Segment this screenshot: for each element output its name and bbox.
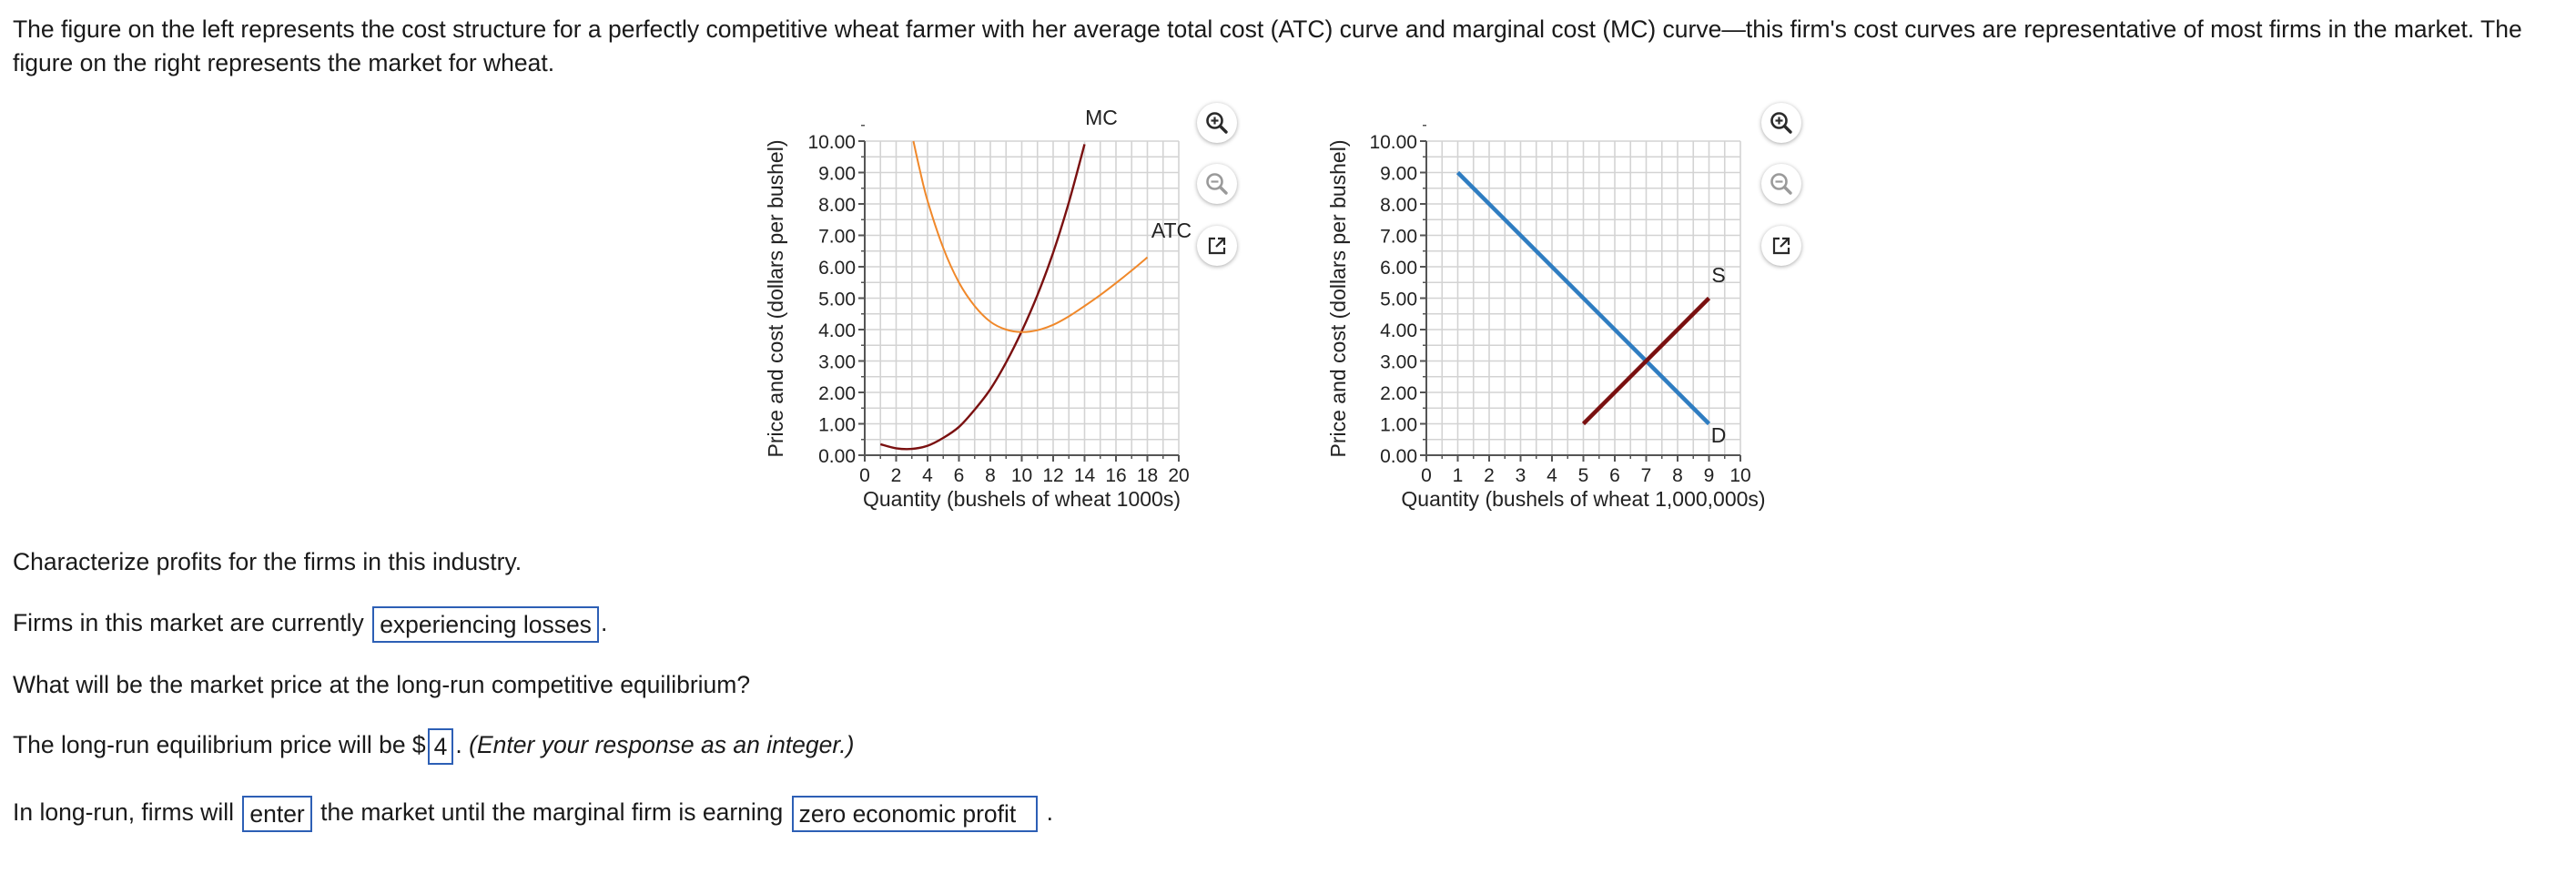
chart2-x-tick-label: 5	[1578, 465, 1589, 486]
zoom-in-button-left[interactable]	[1197, 103, 1237, 143]
long-run-prompt: In long-run, firms will	[13, 798, 234, 826]
chart1-y-tick-label: 10.00	[807, 132, 856, 153]
chart2-x-tick-label: 9	[1704, 465, 1715, 486]
chart2-label-d: D	[1711, 423, 1727, 447]
chart2-y-tick-label: 0.00	[1380, 446, 1417, 467]
entry-answer-box[interactable]: enter	[242, 796, 312, 832]
long-run-period: .	[1046, 798, 1054, 826]
chart1-x-tick-label: 6	[954, 465, 965, 486]
chart1-y-axis-title: Price and cost (dollars per bushel)	[764, 140, 787, 458]
answer-line-profits: Firms in this market are currently exper…	[13, 606, 607, 643]
chart1-series-atc	[912, 140, 1149, 333]
zoom-out-button-left[interactable]	[1197, 164, 1237, 204]
answer-line-price: The long-run equilibrium price will be $…	[13, 728, 854, 765]
price-prompt: The long-run equilibrium price will be $	[13, 731, 426, 758]
popout-icon	[1772, 237, 1790, 255]
popout-icon	[1208, 237, 1226, 255]
chart2-y-tick-label: 5.00	[1380, 290, 1417, 310]
chart2-y-tick-label: 4.00	[1380, 320, 1417, 341]
chart1-y-tick-label: 1.00	[818, 415, 856, 436]
chart1-label-atc: ATC	[1151, 218, 1192, 242]
chart1-y-tick-label: 6.00	[818, 258, 856, 279]
chart2-y-tick-label: 2.00	[1380, 383, 1417, 404]
chart1-y-tick-label: 3.00	[818, 352, 856, 373]
chart1-y-tick-label: 9.00	[818, 164, 856, 185]
chart2-x-tick-label: 8	[1672, 465, 1683, 486]
chart2-x-tick-label: 10	[1729, 465, 1750, 486]
chart2-x-tick-label: 0	[1421, 465, 1432, 486]
zoom-in-icon	[1206, 112, 1228, 134]
chart2-label-s: S	[1711, 263, 1725, 287]
chart2-x-tick-label: 3	[1516, 465, 1526, 486]
profits-answer-box[interactable]: experiencing losses	[372, 606, 599, 643]
chart1-y-tick-label: 0.00	[818, 446, 856, 467]
chart2-x-tick-label: 4	[1547, 465, 1557, 486]
chart1-x-tick-label: 12	[1042, 465, 1063, 486]
intro-text: The figure on the left represents the co…	[13, 15, 2522, 76]
chart1-x-tick-label: 10	[1011, 465, 1032, 486]
profits-prompt: Firms in this market are currently	[13, 609, 364, 636]
chart1-x-tick-label: 2	[891, 465, 902, 486]
chart2-y-tick-label: 3.00	[1380, 352, 1417, 373]
question-profits: Characterize profits for the firms in th…	[13, 548, 522, 575]
popout-button-left[interactable]	[1197, 226, 1237, 266]
chart2-x-tick-label: 2	[1484, 465, 1495, 486]
zoom-out-button-right[interactable]	[1761, 164, 1801, 204]
chart2-y-axis-title: Price and cost (dollars per bushel)	[1326, 140, 1350, 458]
price-answer-box[interactable]: 4	[427, 728, 454, 765]
chart2-x-axis-title: Quantity (bushels of wheat 1,000,000s)	[1401, 487, 1765, 511]
chart2-series-s	[1581, 296, 1711, 426]
chart2-x-tick-label: 7	[1641, 465, 1652, 486]
chart2-series-d	[1455, 170, 1711, 426]
chart1-y-tick-label: 2.00	[818, 383, 856, 404]
chart1-x-tick-label: 8	[985, 465, 996, 486]
chart1-y-tick-label: 7.00	[818, 227, 856, 248]
chart1-x-tick-label: 4	[922, 465, 933, 486]
chart2-y-tick-label: 10.00	[1369, 132, 1417, 153]
answer-line-long-run: In long-run, firms will enter the market…	[13, 796, 1053, 832]
chart2-y-tick-label: 1.00	[1380, 415, 1417, 436]
chart2-y-tick-label: 7.00	[1380, 227, 1417, 248]
chart1-y-tick-label: 5.00	[818, 290, 856, 310]
zoom-out-icon	[1206, 173, 1228, 195]
zoom-in-button-right[interactable]	[1761, 103, 1801, 143]
zoom-in-icon	[1770, 112, 1792, 134]
chart1-label-mc: MC	[1085, 106, 1118, 129]
chart1-y-tick-label: 8.00	[818, 195, 856, 216]
chart2-y-tick-label: 6.00	[1380, 258, 1417, 279]
question-long-run-price: What will be the market price at the lon…	[13, 671, 751, 698]
chart2-y-tick-label: 9.00	[1380, 164, 1417, 185]
chart1-x-tick-label: 16	[1105, 465, 1126, 486]
charts-area: 0.00 1.00 2.00 3.00 4.00 5.00 6.00 7.00 8.00 9.00…	[764, 106, 1766, 511]
popout-button-right[interactable]	[1761, 226, 1801, 266]
chart2-x-tick-label: 1	[1453, 465, 1464, 486]
zoom-out-icon	[1770, 173, 1792, 195]
chart1-x-tick-label: 18	[1137, 465, 1158, 486]
price-hint: (Enter your response as an integer.)	[469, 731, 855, 758]
chart1-series-mc	[879, 144, 1086, 451]
chart1-x-axis-title: Quantity (bushels of wheat 1000s)	[863, 487, 1181, 511]
profit-answer-box[interactable]: zero economic profit	[791, 796, 1039, 832]
chart1-y-tick-label: 4.00	[818, 320, 856, 341]
chart1-x-tick-label: 20	[1168, 465, 1189, 486]
long-run-mid: the market until the marginal firm is ea…	[320, 798, 784, 826]
chart2-y-tick-label: 8.00	[1380, 195, 1417, 216]
chart1-x-tick-label: 14	[1074, 465, 1096, 486]
chart2-x-tick-label: 6	[1609, 465, 1620, 486]
price-period: .	[455, 731, 462, 758]
chart1-x-tick-label: 0	[859, 465, 870, 486]
profits-period: .	[600, 609, 608, 636]
